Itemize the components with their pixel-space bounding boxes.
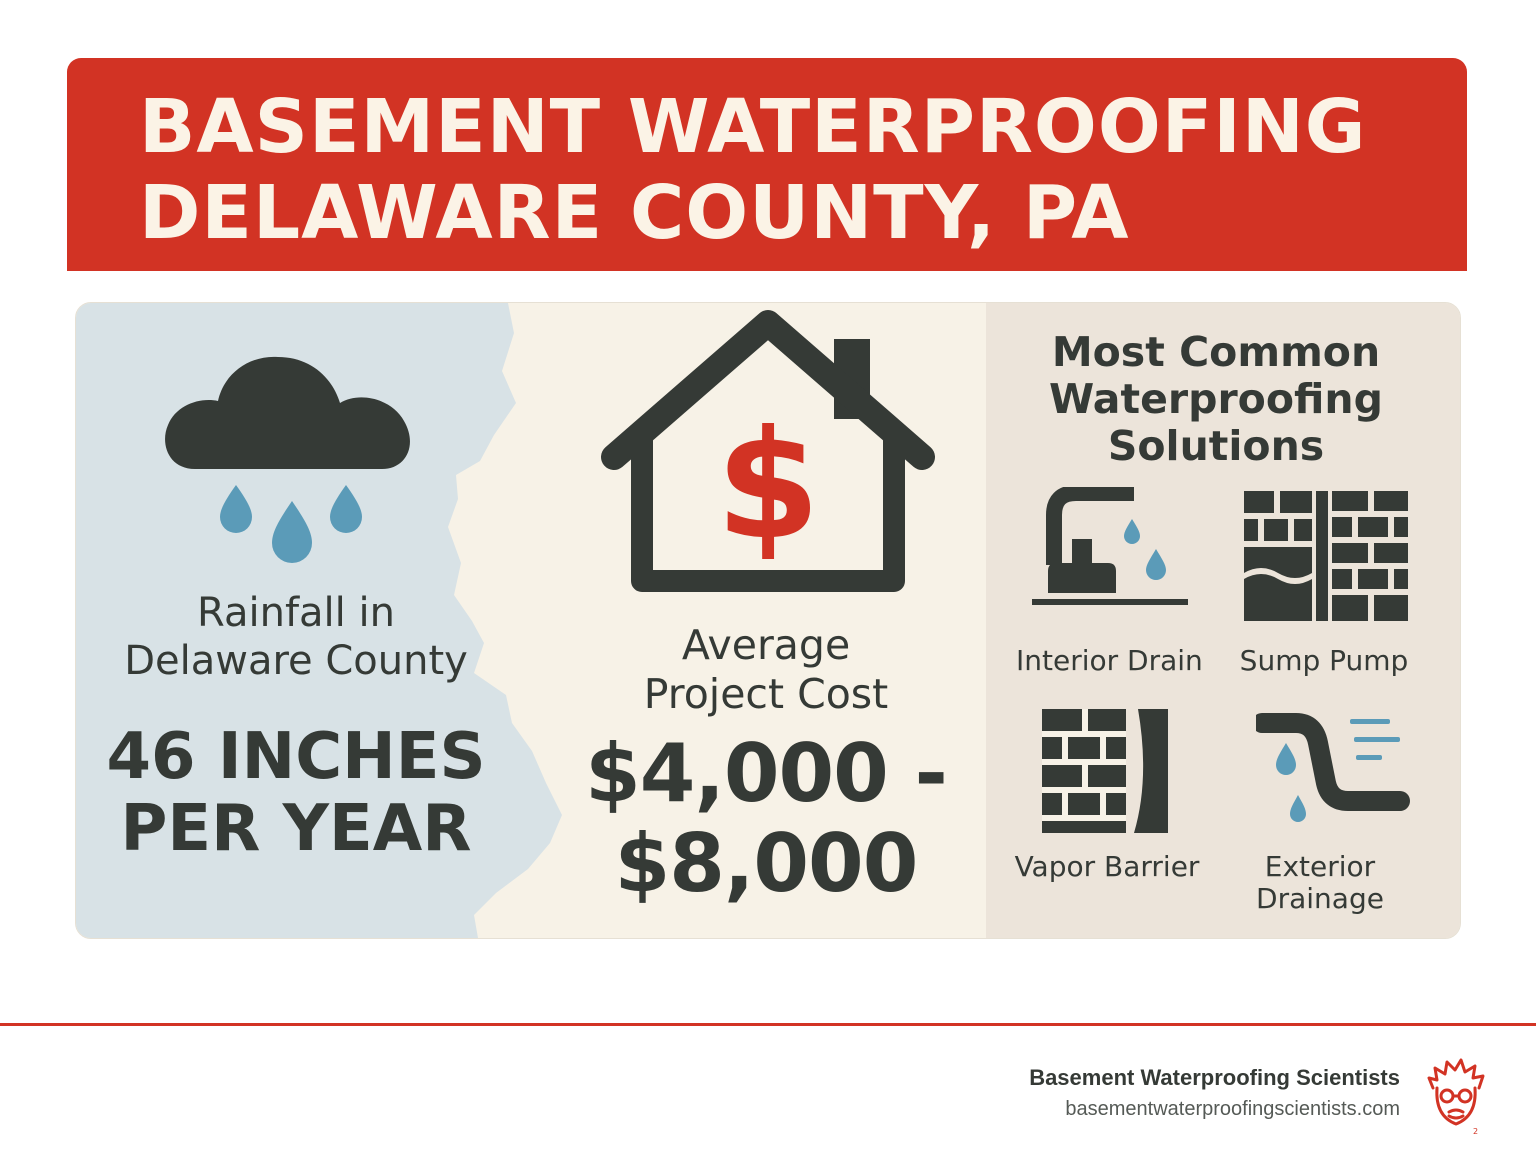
svg-text:2: 2 — [1473, 1127, 1478, 1136]
rainfall-value: 46 INCHES PER YEAR — [106, 721, 486, 865]
cost-label: Average Project Cost — [566, 621, 966, 719]
solution-exterior-drainage-line-2: Drainage — [1256, 882, 1384, 915]
info-panel: Rainfall in Delaware County 46 INCHES PE… — [75, 302, 1461, 939]
solutions-title-line-2: Waterproofing — [1049, 375, 1383, 423]
solution-interior-drain: Interior Drain — [1016, 644, 1203, 677]
drain-pipe-icon — [1256, 713, 1410, 822]
cost-label-line-2: Project Cost — [643, 670, 889, 718]
rainfall-label: Rainfall in Delaware County — [116, 589, 476, 685]
cost-label-line-1: Average — [681, 621, 851, 669]
solution-exterior-drainage: Exterior Drainage — [1236, 851, 1404, 915]
solutions-title-line-3: Solutions — [1107, 422, 1325, 470]
cost-value-line-1: $4,000 - — [585, 727, 948, 820]
solution-exterior-drainage-line-1: Exterior — [1264, 850, 1376, 883]
solutions-title-line-1: Most Common — [1051, 328, 1381, 376]
faucet-drain-icon — [1032, 487, 1188, 605]
title-line-2: DELAWARE COUNTY, PA — [139, 170, 1130, 256]
footer-divider — [0, 1023, 1536, 1026]
title-banner: BASEMENT WATERPROOFING DELAWARE COUNTY, … — [67, 58, 1467, 271]
brand-url: basementwaterproofingscientists.com — [1065, 1098, 1400, 1120]
svg-text:$: $ — [716, 399, 820, 573]
cost-value: $4,000 - $8,000 — [546, 729, 986, 909]
brick-barrier-icon — [1042, 709, 1168, 833]
rainfall-value-line-1: 46 INCHES — [106, 720, 486, 794]
brick-wall-water-icon — [1244, 491, 1408, 621]
house-dollar-icon: $ — [601, 310, 935, 592]
solution-vapor-barrier: Vapor Barrier — [1014, 850, 1200, 883]
brand-name: Basement Waterproofing Scientists — [1029, 1065, 1400, 1090]
cost-value-line-2: $8,000 — [614, 817, 919, 910]
rainfall-label-line-2: Delaware County — [124, 638, 468, 684]
solutions-title: Most Common Waterproofing Solutions — [1006, 329, 1426, 470]
title-line-1: BASEMENT WATERPROOFING — [139, 84, 1367, 170]
rainfall-label-line-1: Rainfall in — [197, 590, 395, 636]
rainfall-value-line-2: PER YEAR — [120, 792, 472, 866]
scientist-logo-icon: 2 — [1427, 1058, 1485, 1136]
solution-sump-pump: Sump Pump — [1239, 644, 1409, 677]
rain-cloud-icon — [165, 356, 410, 563]
